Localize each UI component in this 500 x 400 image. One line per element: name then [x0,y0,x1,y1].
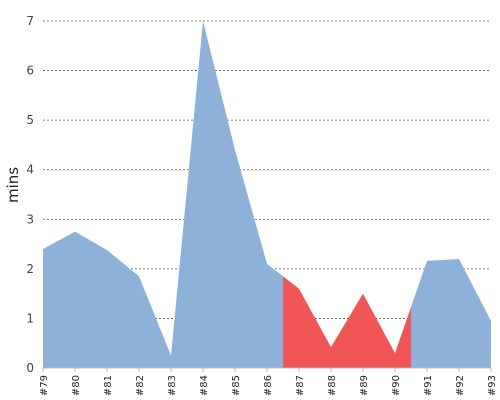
y-tick-label: 4 [26,163,34,177]
x-tick-label: #88 [327,375,338,396]
y-tick-label: 3 [26,212,34,226]
x-tick-label: #84 [199,375,210,396]
x-tick-label: #93 [487,375,498,396]
x-tick-label: #86 [263,375,274,396]
y-tick-label: 1 [26,311,34,325]
y-axis-ticks: 0 1 2 3 4 5 6 7 [26,14,34,375]
x-tick-label: #81 [103,375,114,396]
x-axis-ticks: #79 #80 #81 #82 #83 #84 #85 #86 #87 #88 #89 #90 #91 #… [39,368,498,396]
x-tick-label: #85 [231,375,242,396]
x-tick-label: #82 [135,375,146,396]
area-segment-base [411,258,491,368]
area-segment-highlight [283,276,411,368]
x-tick-label: #79 [39,375,50,396]
x-tick-label: #90 [391,375,402,396]
x-tick-label: #83 [167,375,178,396]
y-tick-label: 5 [26,113,34,127]
area-segment-base [43,21,283,368]
y-tick-label: 2 [26,262,34,276]
x-tick-label: #87 [295,375,306,396]
x-tick-label: #91 [423,375,434,396]
y-axis-label: mins [4,167,22,203]
area-series [43,21,491,368]
x-tick-label: #89 [359,375,370,396]
x-tick-label: #80 [71,375,82,396]
y-tick-label: 0 [26,361,34,375]
y-tick-label: 6 [26,64,34,78]
x-tick-label: #92 [455,375,466,396]
y-tick-label: 7 [26,14,34,28]
